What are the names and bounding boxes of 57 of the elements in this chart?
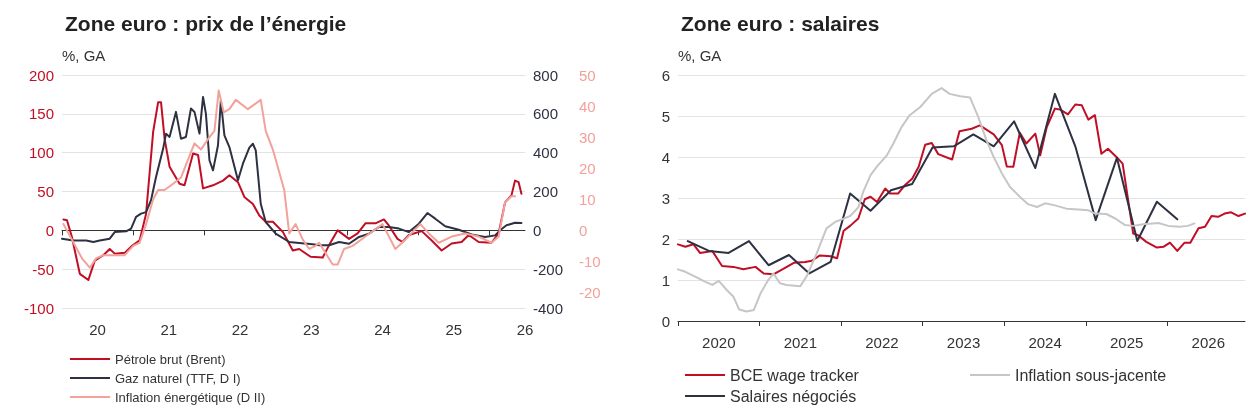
y-tick-label: 50	[37, 183, 54, 200]
x-tick-label: 25	[445, 321, 463, 338]
x-tick-label: 2023	[946, 334, 981, 351]
y3-tick-label: 50	[579, 66, 596, 84]
line-series	[61, 95, 523, 247]
line-series	[686, 92, 1179, 275]
x-tick-label: 26	[516, 321, 534, 338]
y-tick-label: -50	[32, 260, 54, 278]
chart-title: Zone euro : prix de l’énergie	[65, 12, 347, 35]
y-tick-label: 0	[45, 221, 54, 239]
y2-tick-label: 200	[533, 183, 559, 200]
y-tick-label: 150	[28, 105, 54, 123]
y-tick-label: -100	[23, 299, 54, 317]
line-series	[677, 103, 1246, 276]
y-tick-label: 200	[28, 66, 54, 84]
y3-tick-label: -20	[579, 283, 601, 301]
y-tick-label: 6	[661, 66, 670, 84]
legend-label: Inflation sous-jacente	[1015, 366, 1167, 384]
y-axis-title: %, GA	[678, 47, 722, 64]
legend-label: Gaz naturel (TTF, D I)	[115, 370, 241, 386]
y-tick-label: 0	[661, 312, 670, 330]
y3-tick-label: 10	[579, 190, 596, 208]
y-tick-label: 1	[661, 271, 670, 289]
x-tick-label: 2025	[1110, 334, 1144, 351]
x-tick-label: 2021	[783, 334, 818, 351]
y3-tick-label: 20	[579, 159, 596, 177]
x-tick-label: 2022	[865, 334, 899, 351]
x-tick-label: 23	[302, 321, 320, 338]
x-tick-label: 20	[89, 321, 106, 338]
y2-tick-label: 600	[533, 105, 559, 123]
y2-tick-label: 0	[533, 221, 542, 239]
legend-label: Salaires négociés	[730, 387, 857, 405]
line-series	[677, 87, 1196, 313]
x-tick-label: 22	[231, 321, 249, 338]
y2-tick-label: 800	[533, 66, 559, 84]
x-tick-label: 2026	[1191, 334, 1225, 351]
y3-tick-label: -10	[579, 252, 601, 270]
x-tick-label: 21	[160, 321, 178, 338]
y-tick-label: 2	[661, 230, 670, 248]
y3-tick-label: 0	[579, 221, 588, 239]
y3-tick-label: 30	[579, 128, 596, 146]
y-tick-label: 4	[661, 148, 670, 166]
y2-tick-label: -400	[533, 299, 564, 317]
y2-tick-label: -200	[533, 260, 564, 278]
x-tick-label: 2024	[1028, 334, 1062, 351]
x-tick-label: 24	[374, 321, 391, 338]
x-tick-label: 2020	[702, 334, 736, 351]
y-tick-label: 3	[661, 189, 670, 207]
y-tick-label: 5	[661, 107, 670, 125]
legend-label: Inflation énergétique (D II)	[115, 389, 266, 405]
y-tick-label: 100	[28, 144, 54, 162]
y2-tick-label: 400	[533, 144, 559, 162]
legend-label: Pétrole brut (Brent)	[115, 351, 226, 367]
y-axis-title: %, GA	[62, 47, 106, 64]
chart-title: Zone euro : salaires	[681, 12, 880, 35]
legend-label: BCE wage tracker	[730, 366, 860, 384]
y3-tick-label: 40	[579, 97, 596, 115]
